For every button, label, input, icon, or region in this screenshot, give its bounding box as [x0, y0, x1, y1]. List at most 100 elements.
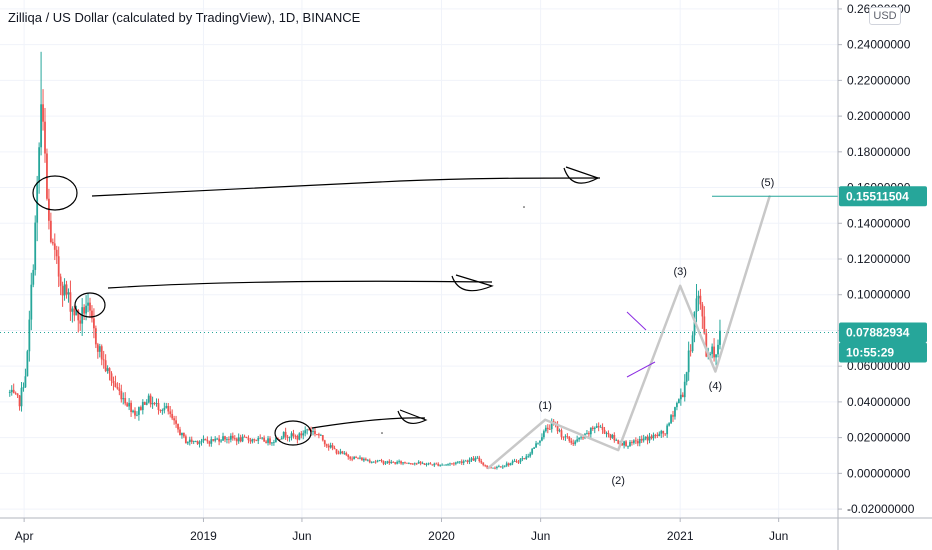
x-axis[interactable]: Apr 2019 Jun 2020 Jun 2021 Jun — [0, 517, 932, 543]
candle-body — [599, 426, 602, 428]
candle-body — [695, 298, 698, 312]
candle-body — [439, 464, 442, 466]
candle-body — [611, 435, 614, 438]
candle-body — [679, 394, 682, 400]
pivot-line-lower — [626, 361, 656, 378]
candle-body — [298, 433, 301, 440]
candle-body — [100, 346, 103, 360]
candle-body — [374, 461, 377, 463]
candle-body — [460, 461, 463, 463]
candle-body — [531, 448, 534, 454]
candle-body — [509, 463, 512, 466]
candle-body — [26, 351, 29, 377]
candle-body — [349, 457, 352, 459]
candle-body — [662, 430, 665, 434]
candle-body — [609, 434, 612, 438]
candle-body — [574, 441, 577, 445]
arrow-head-middle — [451, 274, 494, 292]
y-tick-label: 0.22000000 — [847, 73, 911, 87]
candle-body — [454, 462, 457, 464]
candle-body — [586, 433, 588, 434]
y-tick-label: 0.10000000 — [847, 288, 911, 302]
candle-body — [106, 368, 109, 372]
y-axis[interactable]: 0.260000000.240000000.220000000.20000000… — [837, 0, 915, 550]
candle-body — [631, 442, 633, 443]
candle-body — [478, 457, 481, 462]
wave-label: (3) — [673, 266, 686, 278]
candle-body — [306, 429, 309, 431]
candle-body — [607, 432, 610, 435]
candle-body — [8, 391, 11, 393]
candle-body — [548, 429, 551, 430]
candle-body — [32, 269, 35, 285]
candle-body — [603, 429, 606, 434]
candle-body — [361, 457, 363, 461]
currency-label: USD — [873, 10, 897, 22]
x-tick-label: 2019 — [190, 529, 217, 543]
candle-body — [580, 437, 582, 439]
candle-body — [85, 305, 87, 314]
y-tick-label: 0.18000000 — [847, 145, 911, 159]
candle-body — [241, 436, 244, 442]
candle-body — [689, 350, 692, 352]
candle-body — [177, 423, 179, 430]
candle-body — [161, 410, 164, 411]
candle-body — [239, 437, 242, 442]
candle-body — [112, 380, 115, 384]
candle-body — [407, 463, 410, 465]
x-tick-label: Apr — [15, 529, 34, 543]
candle-body — [327, 445, 330, 448]
candle-body — [572, 442, 575, 445]
x-tick-label: 2021 — [667, 529, 694, 543]
candle-body — [28, 319, 31, 352]
candle-body — [468, 459, 471, 462]
currency-button[interactable]: USD — [869, 7, 901, 25]
candle-body — [104, 360, 107, 372]
candle-body — [683, 381, 686, 398]
candle-body — [302, 433, 305, 436]
candle-body — [139, 407, 142, 411]
candle-body — [173, 418, 176, 421]
arrow-line-top — [91, 177, 601, 197]
candle-body — [65, 284, 68, 295]
candle-body — [226, 439, 228, 440]
candle-body — [427, 463, 430, 465]
candle-body — [274, 437, 277, 443]
candle-body — [419, 461, 422, 464]
candle-body — [666, 425, 669, 435]
candle-body — [136, 414, 138, 416]
wave-path — [487, 195, 771, 470]
candle-body — [98, 346, 101, 352]
candle-body — [208, 441, 211, 444]
candle-body — [456, 461, 459, 463]
price-lines — [0, 195, 838, 334]
candle-body — [22, 387, 25, 389]
candle-body — [347, 454, 350, 458]
candle-body — [601, 426, 604, 430]
y-tick-label: 0.24000000 — [847, 38, 911, 52]
pivot-line-upper — [626, 311, 647, 331]
candle-body — [265, 441, 267, 443]
candle-body — [466, 460, 469, 462]
last-price-tag: 0.07882934 — [846, 326, 910, 340]
candle-body — [497, 466, 500, 468]
candle-body — [443, 464, 446, 466]
candle-body — [228, 439, 230, 440]
candle-body — [288, 437, 291, 439]
candle-body — [210, 439, 213, 444]
candle-body — [321, 435, 324, 441]
candle-body — [429, 463, 432, 465]
candle-body — [472, 458, 475, 461]
candle-body — [351, 458, 354, 460]
candle-body — [593, 427, 596, 430]
candle-body — [355, 456, 357, 458]
arrow-head-bottom — [397, 409, 428, 425]
y-tick-label: 0.00000000 — [847, 466, 911, 480]
candle-body — [77, 310, 80, 321]
candle-body — [259, 437, 262, 439]
candle-body — [482, 462, 485, 465]
candle-body — [441, 464, 444, 466]
candle-body — [222, 436, 224, 441]
